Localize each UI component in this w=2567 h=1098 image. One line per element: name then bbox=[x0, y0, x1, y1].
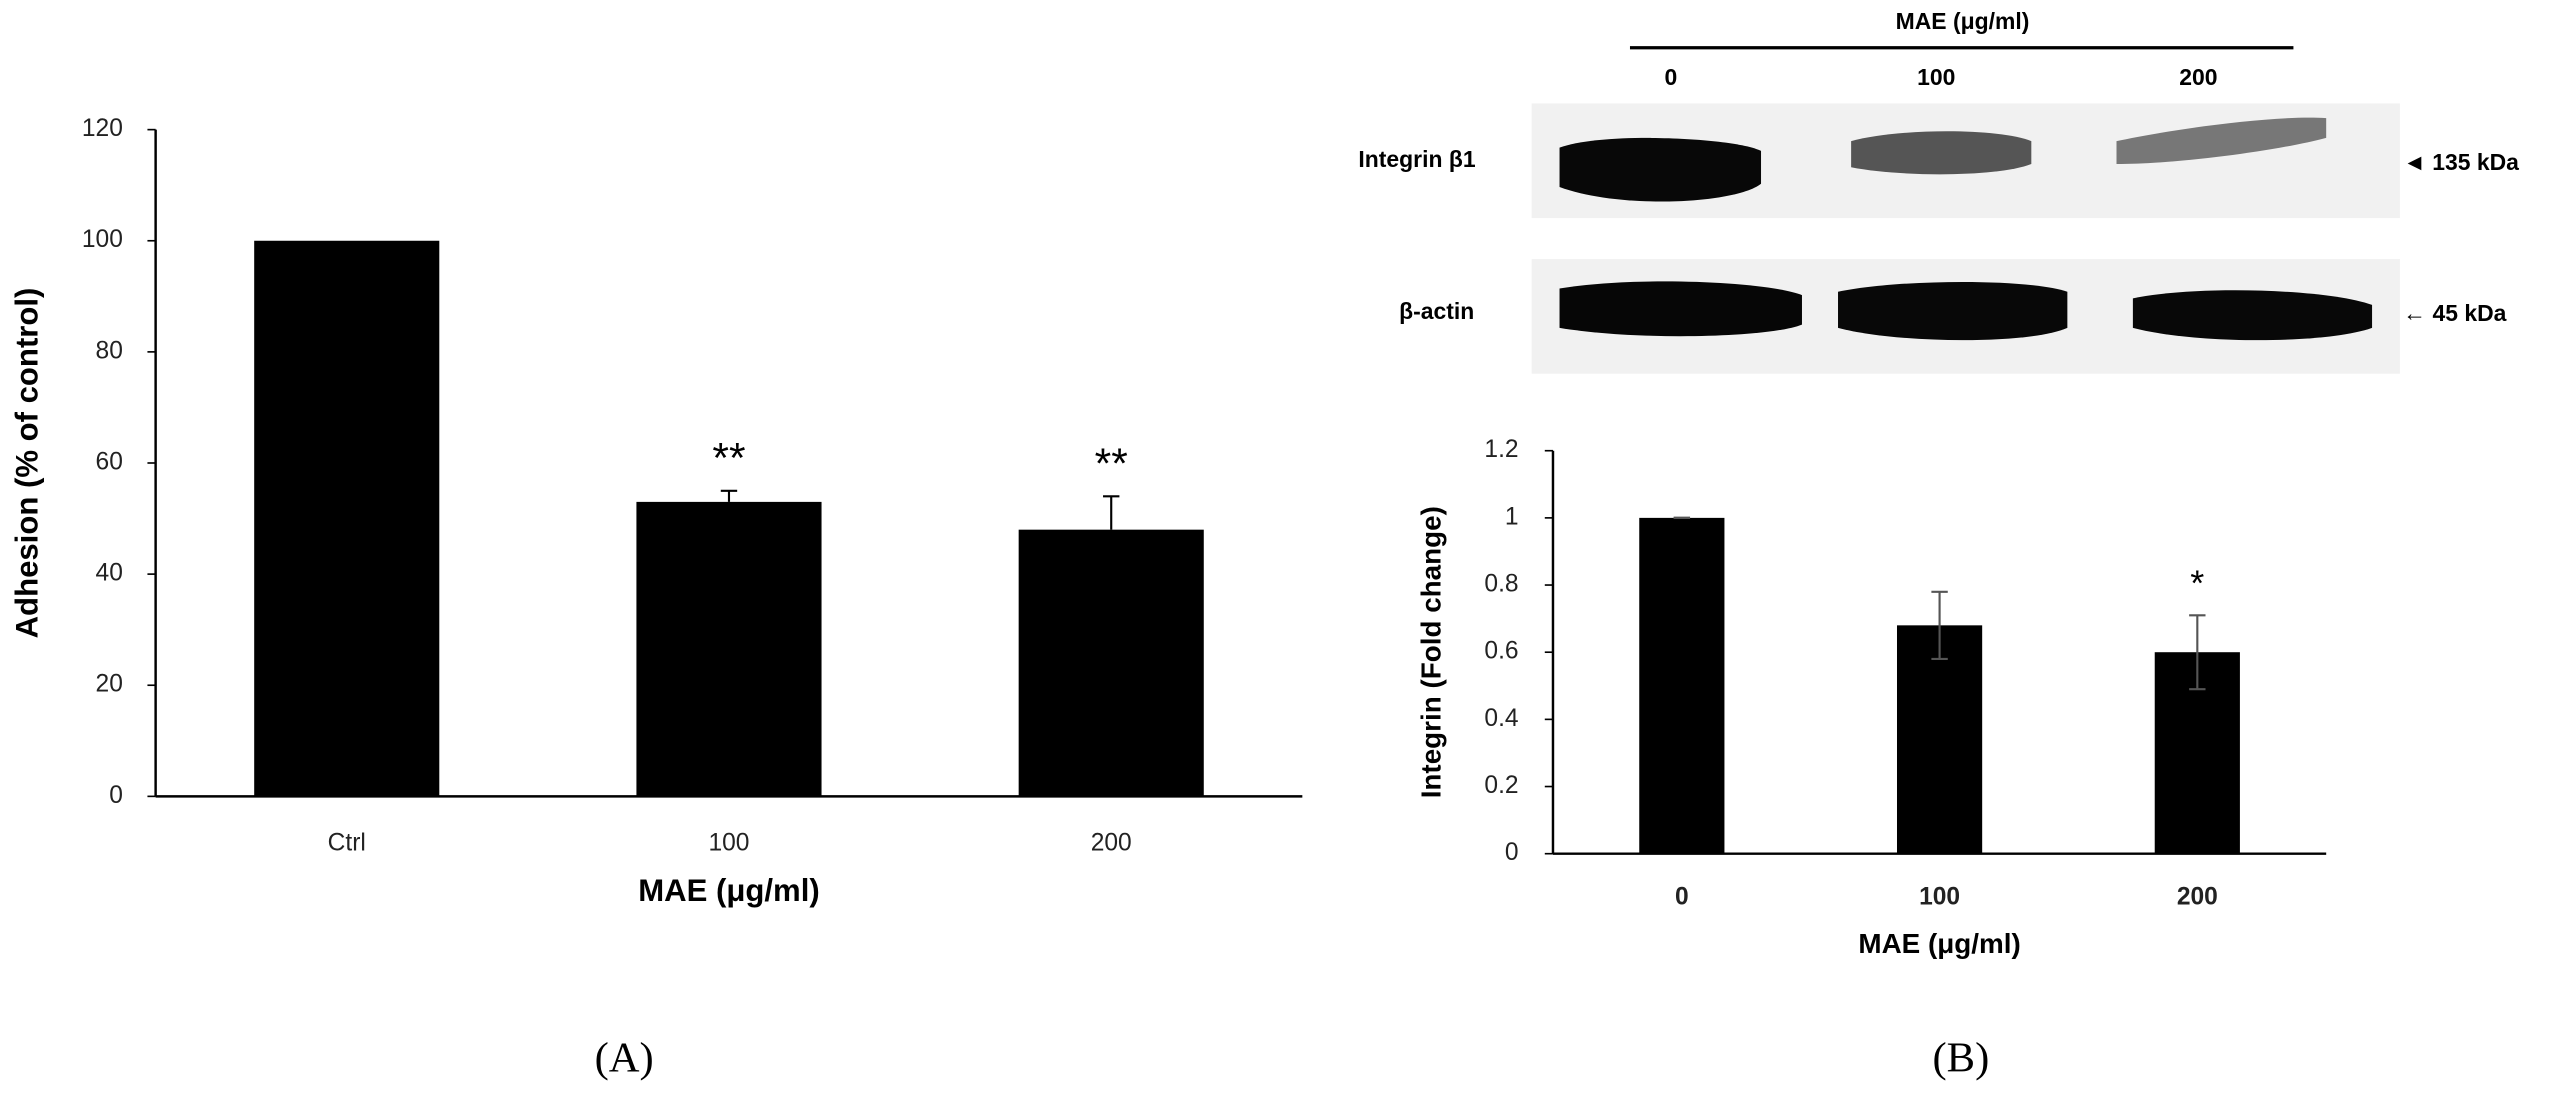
error-bar bbox=[1103, 495, 1120, 530]
y-axis-title: Integrin (Fold change) bbox=[1416, 506, 1447, 798]
y-tick-label: 60 bbox=[96, 448, 123, 475]
y-tick-label: 0.8 bbox=[1484, 571, 1518, 598]
x-tick-label: 100 bbox=[708, 829, 749, 856]
western-blot: MAE (μg/ml) 0 100 200 Integrin β1 β-acti… bbox=[1358, 8, 2519, 374]
annotation: ** bbox=[1095, 440, 1128, 488]
blot-row-label: Integrin β1 bbox=[1358, 146, 1475, 172]
y-tick-label: 1 bbox=[1505, 503, 1519, 530]
y-tick-label: 0 bbox=[109, 782, 123, 809]
x-tick-label: 200 bbox=[2177, 883, 2218, 910]
error-bar bbox=[720, 489, 738, 502]
y-tick-label: 120 bbox=[82, 115, 123, 142]
x-tick-label: Ctrl bbox=[328, 829, 366, 856]
bar bbox=[1639, 517, 1725, 854]
annotation: * bbox=[2190, 562, 2204, 603]
panel-label: (A) bbox=[595, 1035, 654, 1082]
panel-label: (B) bbox=[1932, 1035, 1989, 1082]
y-tick-label: 1.2 bbox=[1484, 436, 1518, 463]
x-tick-label: 0 bbox=[1675, 883, 1689, 910]
y-axis-title: Adhesion (% of control) bbox=[10, 288, 45, 639]
blot-marker: ◄ 135 kDa bbox=[2403, 149, 2519, 175]
lane-label: 200 bbox=[2179, 64, 2217, 90]
x-axis-title: MAE (μg/ml) bbox=[638, 873, 819, 908]
band bbox=[1559, 281, 1802, 337]
x-tick-label: 100 bbox=[1919, 883, 1960, 910]
band bbox=[2132, 290, 2373, 341]
band bbox=[1559, 137, 1762, 202]
x-tick-label: 200 bbox=[1091, 829, 1132, 856]
bar bbox=[1018, 529, 1204, 797]
lane-label: 100 bbox=[1917, 64, 1955, 90]
blot-marker: ← 45 kDa bbox=[2403, 300, 2506, 326]
y-tick-label: 40 bbox=[96, 560, 123, 587]
error-bar bbox=[2189, 614, 2206, 691]
lane-label: 0 bbox=[1665, 64, 1678, 90]
error-bar bbox=[1931, 590, 1948, 660]
blot-row-label: β-actin bbox=[1399, 298, 1474, 324]
y-tick-label: 100 bbox=[82, 226, 123, 253]
x-axis-title: MAE (μg/ml) bbox=[1858, 928, 2020, 959]
y-tick-label: 0 bbox=[1505, 839, 1519, 866]
bar bbox=[254, 240, 440, 797]
y-tick-label: 0.4 bbox=[1484, 705, 1518, 732]
y-tick-label: 80 bbox=[96, 337, 123, 364]
band bbox=[1851, 131, 2032, 175]
y-tick-label: 20 bbox=[96, 671, 123, 698]
bar bbox=[1896, 625, 1983, 854]
y-tick-label: 0.6 bbox=[1484, 638, 1518, 665]
y-tick-label: 0.2 bbox=[1484, 772, 1518, 799]
annotation: ** bbox=[712, 435, 745, 483]
blot-header: MAE (μg/ml) bbox=[1896, 8, 2030, 34]
bar bbox=[636, 501, 822, 797]
band bbox=[1838, 281, 2068, 341]
band bbox=[2116, 117, 2327, 165]
